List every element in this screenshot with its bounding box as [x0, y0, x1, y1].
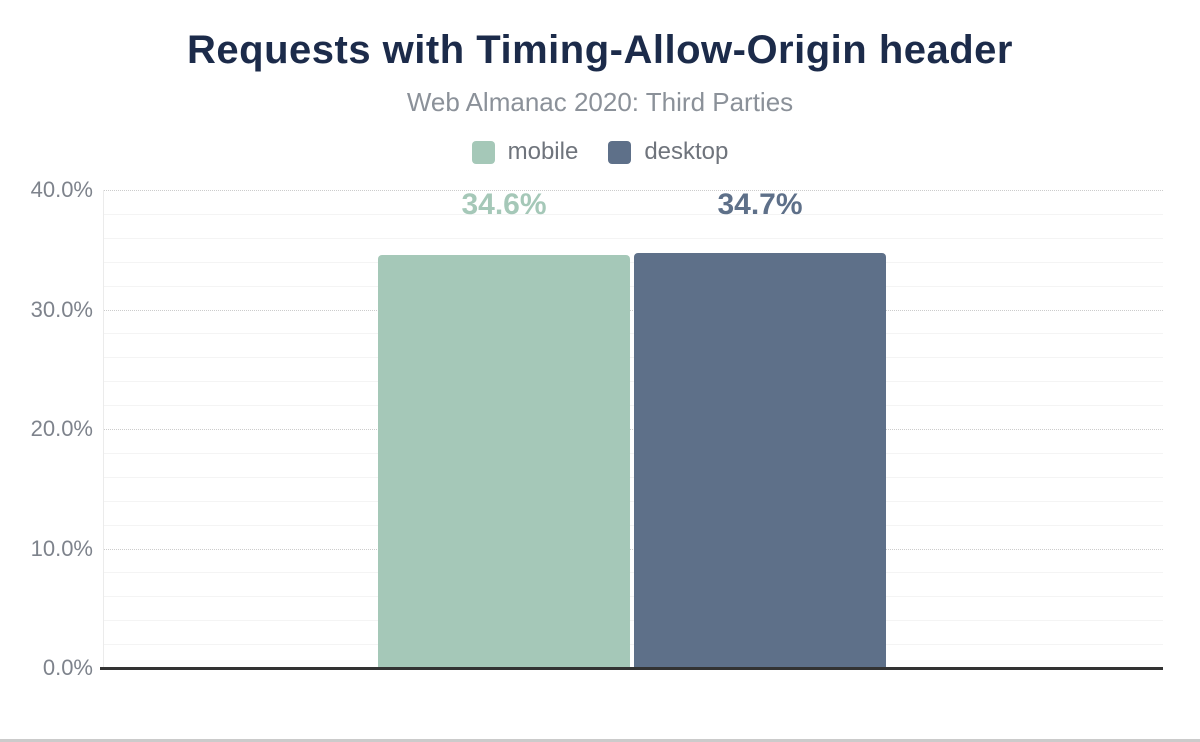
y-axis-tick-label: 30.0%: [30, 297, 93, 322]
legend-item-desktop: desktop: [608, 138, 728, 166]
minor-gridline: [103, 381, 1163, 382]
minor-gridline: [103, 477, 1163, 478]
minor-gridline: [103, 214, 1163, 215]
minor-gridline: [103, 620, 1163, 621]
minor-gridline: [103, 405, 1163, 406]
y-axis-tick-label: 10.0%: [30, 536, 93, 561]
y-axis-tick-label: 20.0%: [30, 416, 93, 441]
desktop-swatch-icon: [608, 140, 632, 164]
bar-desktop: [634, 253, 886, 668]
minor-gridline: [103, 333, 1163, 334]
major-gridline: [103, 190, 1163, 191]
y-axis-tick-label: 40.0%: [30, 177, 93, 202]
major-gridline: [103, 310, 1163, 311]
bar-value-label-mobile: 34.6%: [461, 188, 547, 221]
minor-gridline: [103, 286, 1163, 287]
minor-gridline: [103, 453, 1163, 454]
minor-gridline: [103, 501, 1163, 502]
bar-mobile: [378, 255, 630, 668]
minor-gridline: [103, 644, 1163, 645]
legend: mobile desktop: [0, 138, 1200, 166]
chart-subtitle: Web Almanac 2020: Third Parties: [406, 87, 794, 117]
y-axis-tick-label: 0.0%: [42, 655, 93, 680]
minor-gridline: [103, 596, 1163, 597]
minor-gridline: [103, 357, 1163, 358]
chart-title: Requests with Timing-Allow-Origin header: [187, 28, 1013, 72]
minor-gridline: [103, 262, 1163, 263]
legend-label-mobile: mobile: [507, 138, 579, 165]
mobile-swatch-icon: [471, 140, 495, 164]
page-bottom-border: [0, 739, 1200, 742]
minor-gridline: [103, 238, 1163, 239]
y-axis-edge-line: [103, 190, 104, 668]
minor-gridline: [103, 572, 1163, 573]
legend-item-mobile: mobile: [471, 138, 579, 166]
major-gridline: [103, 549, 1163, 550]
legend-label-desktop: desktop: [644, 138, 729, 165]
x-axis-line: [100, 667, 1163, 670]
minor-gridline: [103, 525, 1163, 526]
major-gridline: [103, 429, 1163, 430]
bar-value-label-desktop: 34.7%: [717, 188, 803, 221]
